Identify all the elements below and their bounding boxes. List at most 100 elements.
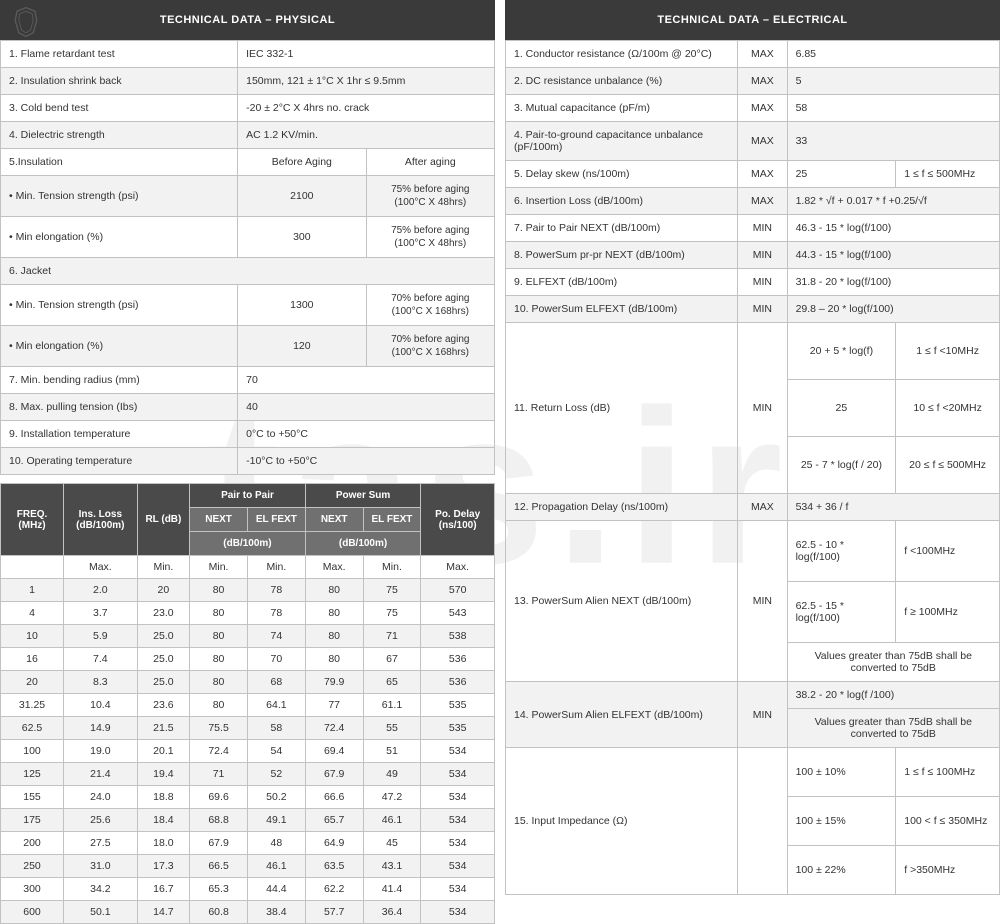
freq-cell: 534 [421,901,495,924]
freq-cell: 16 [1,648,64,671]
freq-cell: 36.4 [363,901,421,924]
limit-cell: Min. [137,556,190,579]
physical-header: TECHNICAL DATA – PHYSICAL [0,0,495,40]
freq-cell: 25.0 [137,648,190,671]
freq-cell: 61.1 [363,694,421,717]
freq-cell: 72.4 [305,717,363,740]
freq-cell: 64.9 [305,832,363,855]
limit-cell: Max. [64,556,138,579]
freq-cell: 535 [421,717,495,740]
freq-cell: 80 [305,602,363,625]
freq-cell: 57.7 [305,901,363,924]
freq-cell: 55 [363,717,421,740]
freq-cell: 534 [421,740,495,763]
freq-cell: 536 [421,648,495,671]
freq-cell: 51 [363,740,421,763]
freq-cell: 44.4 [247,878,305,901]
limit-cell: Max. [305,556,363,579]
freq-cell: 18.0 [137,832,190,855]
freq-cell: 54 [247,740,305,763]
freq-cell: 16.7 [137,878,190,901]
freq-cell: 79.9 [305,671,363,694]
freq-cell: 68.8 [190,809,248,832]
freq-cell: 66.6 [305,786,363,809]
freq-cell: 46.1 [247,855,305,878]
freq-cell: 43.1 [363,855,421,878]
freq-cell: 62.2 [305,878,363,901]
freq-cell: 200 [1,832,64,855]
frequency-table: FREQ. (MHz) Ins. Loss (dB/100m) RL (dB) … [0,483,495,924]
freq-cell: 534 [421,763,495,786]
freq-cell: 5.9 [64,625,138,648]
logo-stamp [8,4,44,40]
freq-cell: 77 [305,694,363,717]
freq-cell: 75.5 [190,717,248,740]
freq-cell: 71 [190,763,248,786]
freq-cell: 72.4 [190,740,248,763]
freq-cell: 8.3 [64,671,138,694]
freq-cell: 31.25 [1,694,64,717]
freq-cell: 50.2 [247,786,305,809]
freq-cell: 49.1 [247,809,305,832]
freq-cell: 17.3 [137,855,190,878]
freq-cell: 63.5 [305,855,363,878]
freq-cell: 75 [363,579,421,602]
freq-cell: 534 [421,832,495,855]
freq-cell: 20 [1,671,64,694]
freq-cell: 25.0 [137,671,190,694]
freq-cell: 175 [1,809,64,832]
freq-cell: 250 [1,855,64,878]
freq-cell: 49 [363,763,421,786]
freq-cell: 25.0 [137,625,190,648]
freq-cell: 69.4 [305,740,363,763]
freq-cell: 68 [247,671,305,694]
freq-cell: 62.5 [1,717,64,740]
electrical-table: 1. Conductor resistance (Ω/100m @ 20°C)M… [505,40,1000,895]
freq-cell: 10 [1,625,64,648]
physical-table: 1. Flame retardant testIEC 332-1 2. Insu… [0,40,495,475]
freq-cell: 65.7 [305,809,363,832]
phys-row-value: IEC 332-1 [238,41,495,68]
freq-cell: 24.0 [64,786,138,809]
freq-cell: 67.9 [305,763,363,786]
freq-cell: 23.6 [137,694,190,717]
freq-cell: 535 [421,694,495,717]
freq-cell: 300 [1,878,64,901]
freq-cell: 21.4 [64,763,138,786]
freq-cell: 47.2 [363,786,421,809]
freq-cell: 21.5 [137,717,190,740]
freq-cell: 4 [1,602,64,625]
freq-cell: 536 [421,671,495,694]
freq-cell: 534 [421,878,495,901]
freq-cell: 20 [137,579,190,602]
freq-cell: 67 [363,648,421,671]
freq-cell: 41.4 [363,878,421,901]
freq-cell: 80 [190,671,248,694]
freq-cell: 534 [421,855,495,878]
freq-cell: 65.3 [190,878,248,901]
freq-cell: 80 [190,694,248,717]
freq-cell: 538 [421,625,495,648]
freq-cell: 60.8 [190,901,248,924]
freq-cell: 50.1 [64,901,138,924]
freq-cell: 600 [1,901,64,924]
freq-cell: 64.1 [247,694,305,717]
freq-cell: 19.4 [137,763,190,786]
freq-cell: 534 [421,786,495,809]
freq-cell: 70 [247,648,305,671]
freq-cell: 80 [190,579,248,602]
freq-cell: 7.4 [64,648,138,671]
freq-cell: 71 [363,625,421,648]
freq-cell: 75 [363,602,421,625]
freq-cell: 155 [1,786,64,809]
freq-cell: 46.1 [363,809,421,832]
phys-row-label: 1. Flame retardant test [1,41,238,68]
freq-cell: 19.0 [64,740,138,763]
freq-cell: 1 [1,579,64,602]
limit-cell: Min. [247,556,305,579]
freq-cell: 34.2 [64,878,138,901]
freq-cell: 80 [305,625,363,648]
freq-cell: 80 [190,648,248,671]
limit-cell: Min. [190,556,248,579]
freq-cell: 80 [305,648,363,671]
